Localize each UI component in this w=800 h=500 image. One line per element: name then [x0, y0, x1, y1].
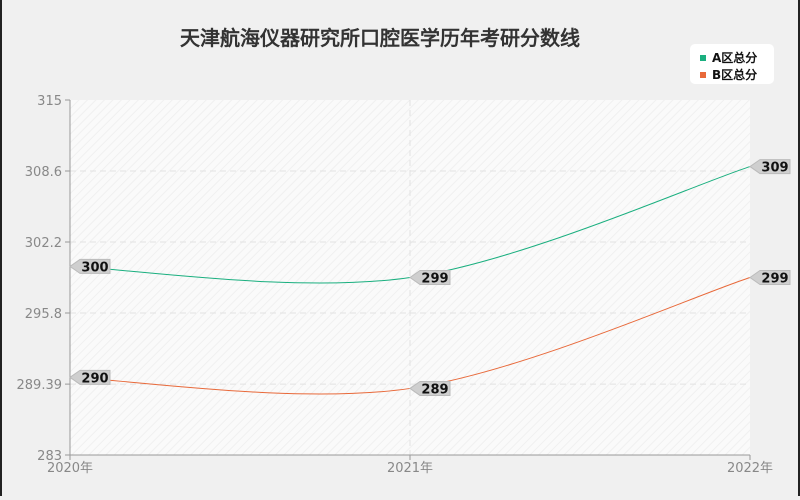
y-tick-label: 289.39: [17, 378, 63, 393]
x-tick-label: 2020年: [47, 461, 93, 476]
data-label-bg: [69, 369, 111, 385]
data-label-bg: [409, 380, 451, 396]
data-label: 299: [761, 272, 788, 287]
data-label: 300: [81, 260, 108, 275]
legend-item-b[interactable]: B区总分: [700, 66, 757, 83]
y-tick-label: 295.8: [25, 307, 62, 322]
data-label: 309: [761, 161, 788, 176]
legend-label-b: B区总分: [712, 68, 758, 82]
x-tick-label: 2021年: [387, 461, 433, 476]
y-tick-label: 308.6: [25, 165, 62, 180]
chart-title: 天津航海仪器研究所口腔医学历年考研分数线: [180, 26, 580, 50]
legend: A区总分 B区总分: [690, 44, 774, 84]
data-label: 289: [421, 382, 448, 397]
y-tick-label: 315: [37, 94, 62, 109]
data-label: 299: [421, 272, 448, 287]
y-tick-label: 302.2: [25, 236, 62, 251]
legend-swatch-b: [700, 71, 706, 78]
data-label: 290: [81, 371, 108, 386]
y-tick-label: 283: [37, 449, 62, 464]
legend-swatch-a: [700, 54, 706, 61]
data-label-bg: [69, 258, 111, 274]
data-label-bg: [749, 159, 791, 175]
legend-label-a: A区总分: [712, 51, 758, 65]
data-label-bg: [749, 270, 791, 285]
data-label-bg: [409, 270, 451, 285]
legend-item-a[interactable]: A区总分: [700, 49, 757, 66]
x-tick-label: 2022年: [727, 461, 773, 476]
